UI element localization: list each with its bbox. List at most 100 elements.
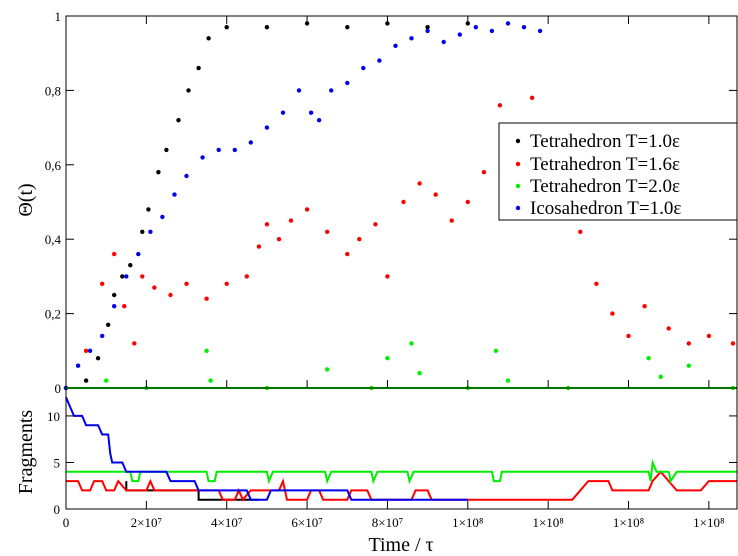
- bottom-x-tick-label-2: 4×10⁷: [211, 515, 242, 530]
- bottom-x-tick-label-5: 1×10⁸: [452, 515, 484, 530]
- legend-swatch-0: [515, 138, 521, 144]
- top-point-s3-22: [361, 65, 366, 71]
- top-point-s0-7: [140, 229, 145, 234]
- top-y-tick-label-3: 0,6: [45, 158, 62, 173]
- top-point-s3-20: [329, 88, 334, 93]
- top-point-s1-3: [112, 251, 117, 257]
- top-point-s3-15: [264, 125, 270, 130]
- top-point-s1-6: [140, 274, 145, 279]
- top-point-s1-16: [288, 218, 294, 223]
- top-point-s3-3: [100, 333, 105, 339]
- top-point-s3-1: [75, 363, 81, 368]
- top-point-s1-39: [666, 326, 671, 331]
- top-point-s0-8: [146, 207, 151, 212]
- bottom-line-s2: [66, 458, 737, 485]
- top-point-s0-11: [176, 118, 181, 123]
- top-point-s1-36: [610, 311, 615, 316]
- top-point-s1-41: [706, 333, 712, 339]
- legend-label-1: Tetrahedron T=1.6ε: [530, 154, 680, 175]
- top-point-s0-1: [83, 378, 89, 383]
- top-point-s1-27: [465, 199, 470, 205]
- top-point-s0-20: [425, 25, 430, 30]
- top-point-s3-13: [232, 147, 237, 153]
- top-point-s1-10: [204, 296, 209, 301]
- top-point-s3-25: [409, 36, 414, 41]
- top-point-s2-12: [493, 348, 499, 353]
- top-point-s1-13: [256, 244, 262, 249]
- top-point-s3-8: [160, 214, 165, 220]
- top-point-s1-5: [132, 341, 137, 346]
- x-axis-title: Time / τ: [368, 534, 433, 556]
- top-point-s1-40: [686, 341, 691, 346]
- top-point-s3-14: [248, 140, 253, 145]
- top-point-s3-10: [184, 173, 189, 179]
- bottom-x-tick-label-7: 1×10⁸: [613, 515, 645, 530]
- legend-box: [498, 122, 738, 221]
- top-point-s3-12: [216, 147, 221, 153]
- bottom-y-tick-label-2: 10: [47, 409, 60, 424]
- top-point-s1-2: [100, 281, 105, 286]
- top-point-s2-9: [409, 341, 414, 346]
- top-y-tick-label-5: 1: [55, 9, 62, 24]
- top-point-s1-18: [325, 229, 330, 234]
- top-point-s1-31: [529, 95, 535, 101]
- bottom-line-s3: [65, 396, 468, 501]
- top-point-s1-14: [264, 222, 270, 227]
- bottom-y-tick-label-1: 5: [54, 455, 61, 470]
- bottom-line-s1: [66, 470, 737, 502]
- top-point-s3-4: [112, 304, 117, 309]
- top-point-s2-16: [658, 374, 663, 379]
- top-point-s1-25: [433, 192, 438, 197]
- top-point-s0-5: [120, 274, 125, 279]
- bottom-x-tick-label-0: 0: [63, 515, 70, 530]
- legend-swatch-2: [515, 183, 521, 189]
- top-point-s1-37: [626, 333, 631, 339]
- top-point-s3-28: [457, 32, 462, 37]
- top-point-s3-17: [296, 88, 302, 93]
- top-ticks: 0 0,2 0,4 0,6 0,8 1: [45, 9, 737, 396]
- bottom-x-tick-label-6: 1×10⁸: [532, 515, 564, 530]
- top-point-s3-30: [489, 28, 495, 34]
- top-point-s0-13: [196, 65, 201, 71]
- top-point-s0-9: [156, 170, 161, 175]
- top-point-s3-16: [280, 110, 286, 115]
- top-point-s1-34: [578, 229, 583, 234]
- bottom-ticks: 0 5 10 0 2×10⁷ 4×10⁷ 6×10⁷ 8×10⁷ 1×10⁸ 1×10⁸ 1×10⁸…: [47, 409, 737, 530]
- bottom-x-tick-label-1: 2×10⁷: [131, 515, 162, 530]
- bottom-panel-frame: [65, 387, 738, 510]
- top-point-s3-5: [124, 274, 129, 279]
- top-point-s0-16: [264, 25, 270, 30]
- top-point-s1-35: [594, 281, 599, 286]
- top-point-s3-21: [345, 80, 350, 86]
- top-point-s1-28: [481, 170, 487, 175]
- top-point-s1-23: [401, 199, 406, 205]
- top-point-s1-11: [224, 281, 229, 286]
- top-y-axis-title: Θ(t): [15, 183, 37, 216]
- top-point-s1-4: [122, 304, 127, 309]
- top-point-s1-42: [730, 341, 736, 346]
- top-point-s2-8: [385, 356, 390, 361]
- top-point-s1-15: [276, 237, 282, 242]
- bottom-y-tick-label-0: 0: [54, 502, 61, 517]
- top-point-s0-14: [206, 36, 211, 41]
- bottom-x-tick-label-4: 8×10⁷: [372, 515, 403, 530]
- top-point-s3-19: [316, 118, 322, 123]
- top-y-tick-label-4: 0,8: [45, 83, 61, 98]
- top-point-s2-3: [204, 348, 209, 353]
- top-point-s2-10: [417, 370, 422, 376]
- top-point-s1-8: [168, 292, 173, 298]
- top-point-s2-4: [208, 378, 213, 383]
- top-point-s1-38: [642, 304, 647, 309]
- top-point-s0-4: [112, 292, 117, 298]
- top-point-s3-11: [200, 155, 205, 160]
- bottom-marks: [65, 396, 737, 502]
- top-point-s3-33: [537, 28, 543, 34]
- bottom-y-axis-title: Fragments: [15, 410, 37, 495]
- top-point-s1-26: [449, 218, 454, 223]
- legend-swatch-3: [515, 205, 521, 211]
- top-point-s3-26: [425, 28, 430, 34]
- top-point-s1-20: [357, 237, 362, 242]
- top-point-s2-6: [325, 367, 330, 372]
- top-point-s3-32: [521, 25, 527, 30]
- top-point-s3-23: [377, 58, 382, 63]
